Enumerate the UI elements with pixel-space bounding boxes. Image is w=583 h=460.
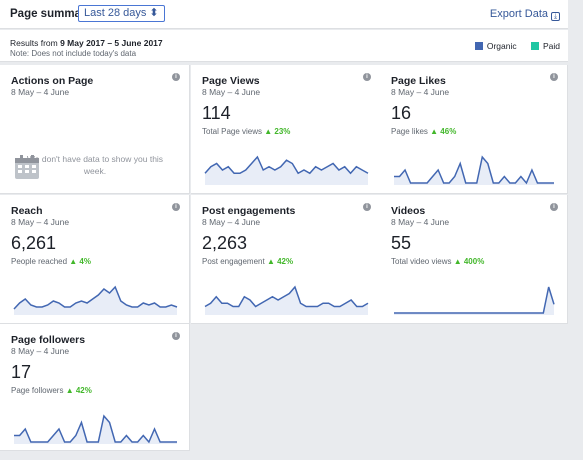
sparkline-line	[14, 414, 177, 444]
sparkline-area	[205, 287, 368, 315]
export-data-link[interactable]: Export Data ⤓	[489, 8, 560, 21]
sparkline-area	[394, 157, 554, 185]
metric-change: ▲ 42%	[65, 386, 92, 395]
metric-change: ▲ 4%	[69, 257, 91, 266]
card-dates: 8 May – 4 June	[11, 217, 70, 227]
info-icon[interactable]: i	[550, 203, 558, 211]
sparkline-chart	[394, 286, 555, 315]
card-post-engagements[interactable]: Post engagements 8 May – 4 June i 2,263 …	[191, 195, 381, 324]
card-title: Actions on Page	[11, 75, 94, 87]
legend: Organic Paid	[463, 41, 560, 51]
metric-label: Page likes ▲ 46%	[391, 127, 456, 136]
card-dates: 8 May – 4 June	[391, 217, 450, 227]
card-dates: 8 May – 4 June	[202, 217, 261, 227]
results-range-text: Results from 9 May 2017 – 5 June 2017	[10, 38, 163, 48]
sparkline-chart	[204, 155, 369, 185]
metric-label-text: Post engagement	[202, 257, 265, 266]
export-data-label[interactable]: Export Data	[489, 8, 548, 20]
card-dates: 8 May – 4 June	[391, 87, 450, 97]
metric-label-text: Total video views	[391, 257, 452, 266]
info-icon[interactable]: i	[172, 332, 180, 340]
sparkline-line	[204, 285, 369, 308]
sparkline-area	[394, 287, 554, 315]
metric-value: 17	[11, 362, 32, 382]
metric-value: 16	[391, 103, 412, 123]
sparkline-line	[204, 155, 369, 175]
metric-label-text: Page followers	[11, 386, 64, 395]
metric-value: 55	[391, 233, 412, 253]
sparkline-line	[13, 285, 178, 310]
metric-change: ▲ 42%	[266, 257, 294, 266]
results-info-bar: Results from 9 May 2017 – 5 June 2017 No…	[0, 30, 568, 62]
results-prefix: Results from	[10, 38, 61, 48]
date-range-dropdown[interactable]: Last 28 days ⬍	[78, 5, 165, 22]
sparkline-area	[14, 416, 177, 444]
calendar-icon	[15, 155, 39, 179]
card-page-likes[interactable]: Page Likes 8 May – 4 June i 16 Page like…	[380, 65, 568, 194]
paid-swatch	[530, 42, 539, 50]
metric-label: Total video views ▲ 400%	[391, 257, 484, 266]
page-summary-header: Page summary Last 28 days ⬍ Export Data ⤓	[0, 0, 568, 29]
results-range: 9 May 2017 – 5 June 2017	[60, 38, 163, 48]
info-icon[interactable]: i	[172, 73, 180, 81]
page-title: Page summary	[10, 8, 92, 20]
sparkline-chart	[13, 285, 178, 315]
metric-value: 6,261	[11, 233, 57, 253]
organic-swatch	[474, 42, 483, 50]
metric-label-text: People reached	[11, 257, 68, 266]
metric-label-text: Page likes	[391, 127, 428, 136]
metric-label-text: Total Page views	[202, 127, 263, 136]
metric-label: People reached ▲ 4%	[11, 257, 91, 266]
card-dates: 8 May – 4 June	[202, 87, 261, 97]
card-actions-on-page[interactable]: Actions on Page 8 May – 4 June i We don'…	[0, 65, 190, 194]
legend-paid: Paid	[542, 41, 560, 51]
no-data-message: We don't have data to show you this week…	[26, 154, 164, 176]
sparkline-chart	[394, 155, 554, 185]
info-icon[interactable]: i	[172, 203, 180, 211]
card-title: Reach	[11, 205, 43, 217]
card-videos[interactable]: Videos 8 May – 4 June i 55 Total video v…	[380, 195, 568, 324]
legend-organic: Organic	[486, 41, 517, 51]
sparkline-line	[394, 155, 554, 185]
sparkline-chart	[14, 414, 177, 444]
download-icon[interactable]: ⤓	[551, 12, 560, 21]
metric-change: ▲ 400%	[453, 257, 485, 266]
card-title: Post engagements	[202, 205, 296, 217]
card-title: Page followers	[11, 334, 86, 346]
card-title: Page Views	[202, 75, 260, 87]
sparkline-area	[205, 157, 368, 185]
info-icon[interactable]: i	[363, 73, 371, 81]
sparkline-area	[14, 287, 177, 315]
card-page-views[interactable]: Page Views 8 May – 4 June i 114 Total Pa…	[191, 65, 381, 194]
info-icon[interactable]: i	[550, 73, 558, 81]
card-reach[interactable]: Reach 8 May – 4 June i 6,261 People reac…	[0, 195, 190, 324]
card-page-followers[interactable]: Page followers 8 May – 4 June i 17 Page …	[0, 324, 190, 451]
card-dates: 8 May – 4 June	[11, 346, 70, 356]
card-title: Videos	[391, 205, 426, 217]
metric-value: 2,263	[202, 233, 248, 253]
card-title: Page Likes	[391, 75, 446, 87]
sparkline-line	[394, 286, 555, 314]
info-icon[interactable]: i	[363, 203, 371, 211]
metric-label: Page followers ▲ 42%	[11, 386, 92, 395]
metric-value: 114	[202, 103, 231, 123]
results-note: Note: Does not include today's data	[10, 49, 137, 58]
metric-label: Post engagement ▲ 42%	[202, 257, 293, 266]
metric-change: ▲ 46%	[430, 127, 457, 136]
sparkline-chart	[204, 285, 369, 315]
card-dates: 8 May – 4 June	[11, 87, 70, 97]
metric-label: Total Page views ▲ 23%	[202, 127, 290, 136]
metric-change: ▲ 23%	[264, 127, 291, 136]
